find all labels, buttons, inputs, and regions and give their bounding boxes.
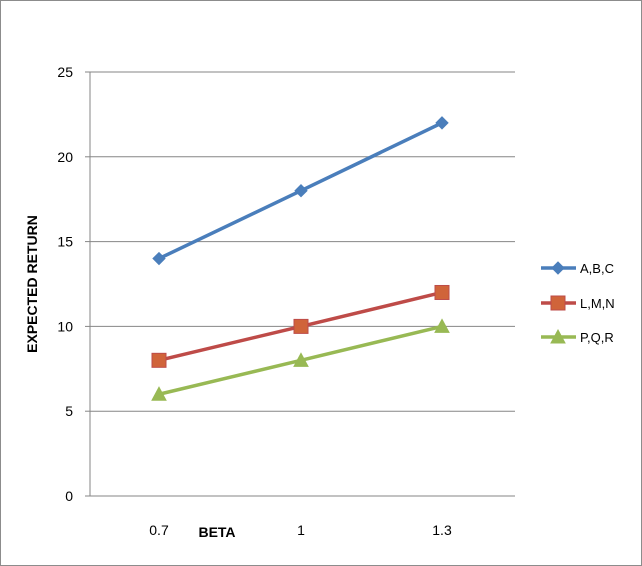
data-point	[434, 318, 450, 333]
legend: A,B,C L,M,N P,Q,R	[541, 261, 615, 345]
series-0	[152, 116, 449, 266]
data-point	[294, 184, 308, 198]
data-point	[151, 386, 167, 401]
data-point	[152, 251, 166, 266]
x-axis-title: BETA	[198, 524, 235, 540]
y-tick-labels: 0 5 10 15 20 25	[57, 64, 73, 504]
y-axis-title: EXPECTED RETURN	[24, 215, 40, 353]
legend-label: L,M,N	[580, 296, 615, 311]
data-point	[293, 352, 309, 367]
y-tick-label: 25	[57, 64, 73, 80]
legend-marker	[550, 328, 566, 344]
y-tick-label: 0	[65, 488, 73, 504]
x-tick-label: 0.7	[149, 522, 169, 538]
axes	[85, 71, 515, 497]
x-tick-label: 1.3	[432, 522, 452, 538]
legend-label: P,Q,R	[580, 330, 614, 345]
legend-item: A,B,C	[541, 261, 614, 276]
y-tick-label: 10	[57, 318, 73, 334]
x-tick-labels: 0.7 1 1.3	[149, 522, 452, 538]
legend-marker	[550, 295, 566, 311]
x-tick-label: 1	[297, 522, 305, 538]
data-point	[435, 116, 449, 130]
series-1	[151, 284, 450, 368]
series-lines	[151, 116, 450, 401]
y-tick-label: 15	[57, 234, 73, 250]
legend-item: P,Q,R	[541, 328, 614, 345]
y-tick-label: 5	[65, 403, 73, 419]
data-point	[293, 318, 309, 334]
legend-item: L,M,N	[541, 295, 615, 311]
data-point	[434, 284, 450, 300]
series-2	[151, 318, 450, 401]
legend-marker	[551, 261, 565, 275]
y-tick-label: 20	[57, 149, 73, 165]
legend-label: A,B,C	[580, 261, 614, 276]
data-point	[151, 352, 167, 368]
